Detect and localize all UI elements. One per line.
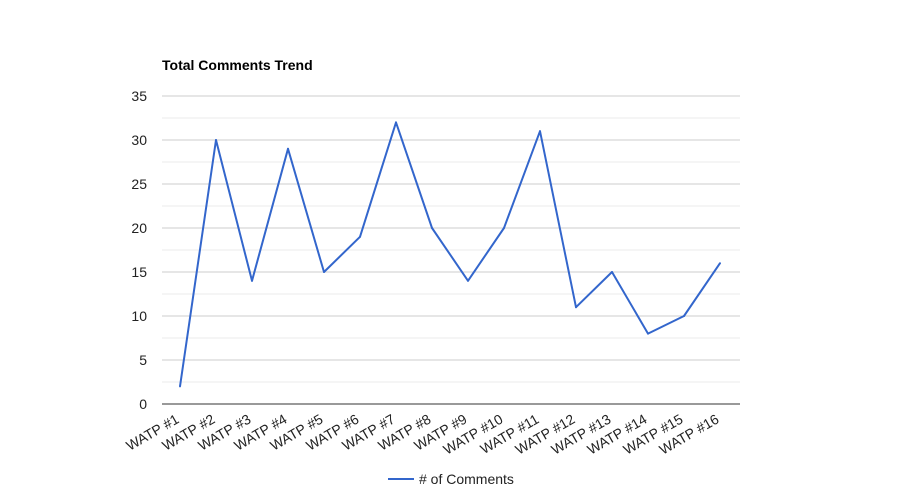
data-point[interactable] [647,332,649,335]
data-point[interactable] [395,121,397,124]
y-tick-label: 30 [131,132,147,148]
data-point[interactable] [179,385,181,388]
data-point[interactable] [503,227,505,229]
data-point[interactable] [539,130,541,133]
data-point[interactable] [251,279,253,282]
data-point[interactable] [431,227,433,229]
legend[interactable]: # of Comments [388,471,514,487]
chart-title: Total Comments Trend [162,57,313,73]
y-axis-ticks: 0 5 10 15 20 25 30 35 [131,88,147,412]
data-point[interactable] [683,315,685,317]
data-point[interactable] [287,147,289,150]
legend-label: # of Comments [419,471,514,487]
data-point[interactable] [719,262,721,265]
data-point[interactable] [611,271,613,273]
data-point[interactable] [467,279,469,282]
y-tick-label: 10 [131,308,147,324]
data-point[interactable] [359,235,361,238]
series-line [179,121,721,387]
y-tick-label: 15 [131,264,147,280]
gridlines [162,95,740,405]
y-tick-label: 35 [131,88,147,104]
y-tick-label: 20 [131,220,147,236]
y-tick-label: 25 [131,176,147,192]
data-point[interactable] [215,139,217,141]
y-tick-label: 5 [139,352,147,368]
y-tick-label: 0 [139,396,147,412]
data-point[interactable] [323,271,325,273]
series-layer [179,121,721,388]
data-point[interactable] [575,306,577,309]
